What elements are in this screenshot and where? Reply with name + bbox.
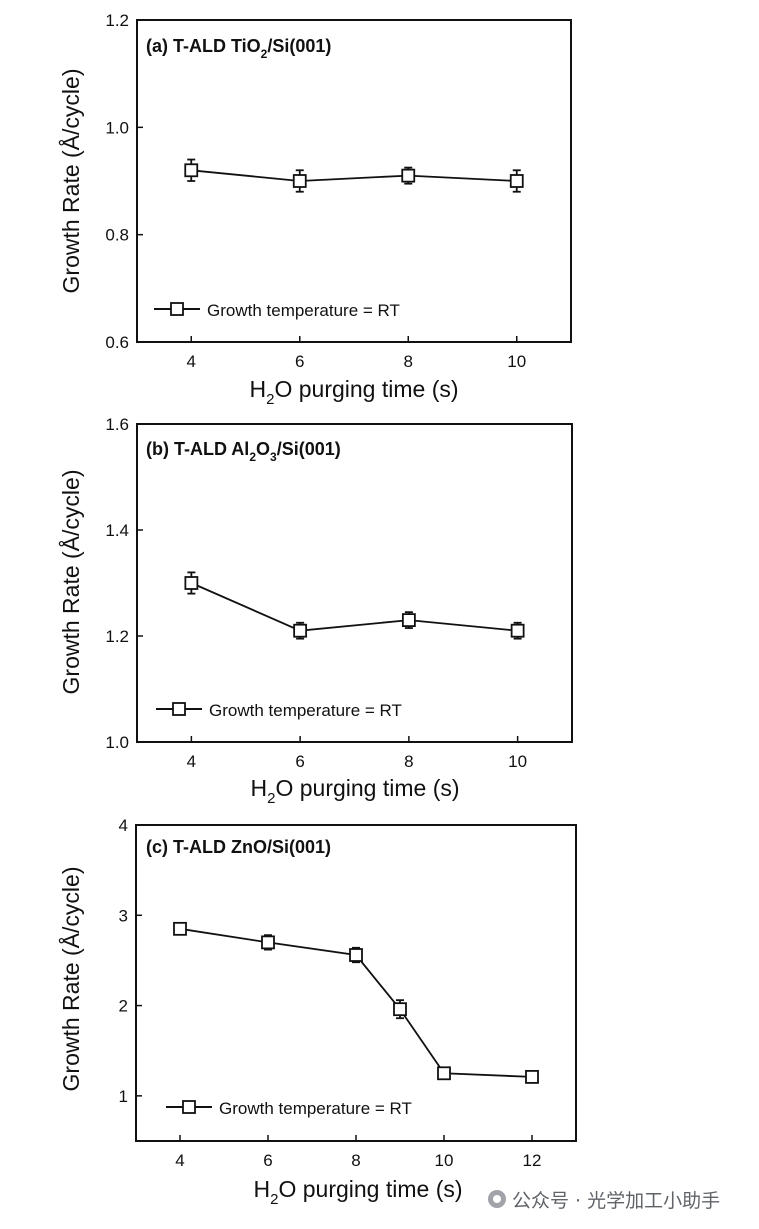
legend-marker-b	[172, 702, 186, 716]
legend-label-a: Growth temperature = RT	[207, 301, 400, 320]
y-axis-label-a: Growth Rate (Å/cycle)	[57, 69, 84, 294]
y-tick-label-b-0: 1.0	[105, 733, 129, 752]
data-point-b-0	[184, 576, 199, 590]
y-tick-label-a-2: 1.0	[105, 118, 129, 137]
legend-a: Growth temperature = RT	[154, 301, 400, 320]
y-tick-label-c-0: 1	[119, 1087, 128, 1106]
plot-frame-c	[135, 824, 577, 1142]
plot-frame-b	[136, 423, 573, 743]
legend-c: Growth temperature = RT	[166, 1099, 412, 1118]
x-tick-label-a-0: 4	[187, 352, 196, 371]
panel-title-b: (b) T-ALD Al2O3/Si(001)	[146, 439, 341, 464]
y-tick-label-c-3: 4	[119, 816, 128, 835]
y-tick-label-a-1: 0.8	[105, 226, 129, 245]
data-point-c-5	[525, 1069, 539, 1084]
y-tick-label-a-3: 1.2	[105, 11, 129, 30]
data-point-c-1	[261, 935, 275, 950]
data-point-c-4	[437, 1066, 451, 1081]
y-tick-label-b-1: 1.2	[105, 627, 129, 646]
legend-label-c: Growth temperature = RT	[219, 1099, 412, 1118]
x-tick-label-c-2: 8	[351, 1151, 360, 1170]
x-tick-label-a-3: 10	[507, 352, 526, 371]
x-axis-label-b: H2O purging time (s)	[250, 775, 459, 807]
y-tick-label-c-2: 3	[119, 906, 128, 925]
x-axis-label-c: H2O purging time (s)	[253, 1176, 462, 1208]
watermark-text: 公众号 · 光学加工小助手	[512, 1189, 721, 1212]
data-point-a-0	[184, 163, 199, 178]
chart-panel-c: (c) T-ALD ZnO/Si(001) Growth Rate (Å/cyc…	[57, 816, 577, 1208]
legend-marker-c	[182, 1100, 196, 1114]
y-tick-label-b-3: 1.6	[105, 415, 129, 434]
x-tick-label-c-3: 10	[435, 1151, 454, 1170]
data-point-a-1	[292, 174, 307, 188]
x-tick-label-b-3: 10	[508, 752, 527, 771]
x-tick-label-c-4: 12	[523, 1151, 542, 1170]
x-tick-label-a-1: 6	[295, 352, 304, 371]
x-axis-label-a: H2O purging time (s)	[249, 376, 458, 408]
series-line-a	[191, 169, 517, 182]
data-point-a-3	[509, 174, 524, 188]
x-tick-label-b-1: 6	[295, 752, 304, 771]
x-tick-label-b-2: 8	[404, 752, 413, 771]
y-tick-label-c-1: 2	[119, 997, 128, 1016]
x-tick-label-a-2: 8	[404, 352, 413, 371]
x-tick-label-c-1: 6	[263, 1151, 272, 1170]
y-axis-label-c: Growth Rate (Å/cycle)	[57, 867, 84, 1092]
legend-marker-a	[170, 302, 184, 316]
legend-b: Growth temperature = RT	[156, 701, 402, 720]
data-point-b-1	[293, 623, 308, 638]
plot-frame-a	[136, 19, 572, 343]
y-tick-label-b-2: 1.4	[105, 521, 129, 540]
y-axis-label-b: Growth Rate (Å/cycle)	[57, 470, 84, 695]
watermark: 公众号 · 光学加工小助手	[488, 1184, 720, 1214]
x-tick-label-c-0: 4	[175, 1151, 184, 1170]
series-line-c	[179, 927, 533, 1078]
data-point-b-3	[510, 623, 525, 638]
series-line-b	[191, 582, 518, 632]
y-tick-label-a-0: 0.6	[105, 333, 129, 352]
x-tick-label-b-0: 4	[187, 752, 196, 771]
legend-label-b: Growth temperature = RT	[209, 701, 402, 720]
data-point-a-2	[401, 168, 416, 183]
data-point-c-3	[393, 1002, 407, 1017]
data-point-c-2	[349, 948, 363, 962]
panel-title-c: (c) T-ALD ZnO/Si(001)	[146, 837, 331, 857]
data-point-b-2	[401, 613, 416, 627]
wechat-icon	[488, 1190, 506, 1208]
panel-title-a: (a) T-ALD TiO2/Si(001)	[146, 36, 331, 61]
chart-panel-a: (a) T-ALD TiO2/Si(001) Growth Rate (Å/cy…	[57, 11, 572, 408]
data-point-c-0	[173, 921, 187, 936]
chart-panel-b: (b) T-ALD Al2O3/Si(001) Growth Rate (Å/c…	[57, 415, 573, 807]
